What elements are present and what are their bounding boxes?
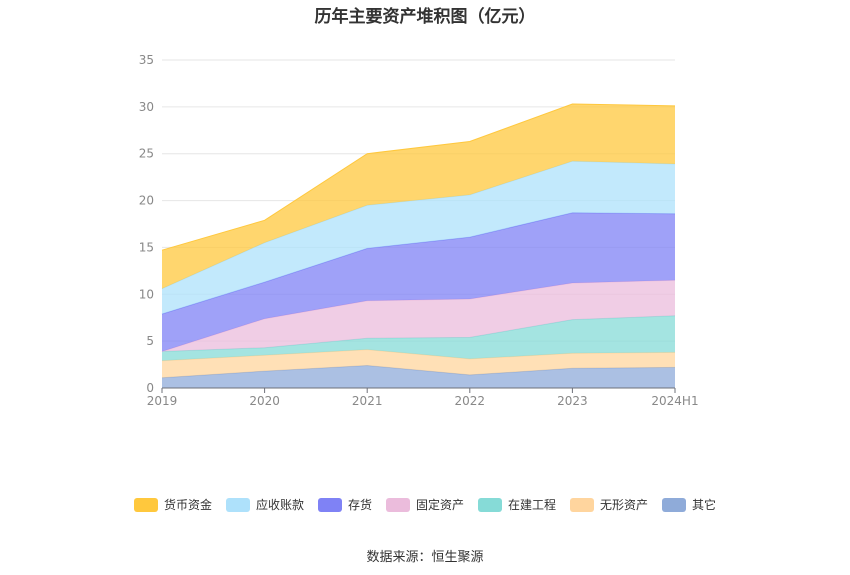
legend-item[interactable]: 应收账款 [225, 496, 304, 513]
axes: 0 5 10 15 20 25 30 35 2019 2020 2021 2022 2023 2024H1 [139, 53, 699, 408]
legend-swatch [662, 497, 687, 512]
legend-swatch [225, 497, 250, 512]
legend-item[interactable]: 货币资金 [133, 496, 212, 513]
source-note: 数据来源：恒生聚源 [366, 550, 484, 565]
x-tick-label: 2019 [147, 394, 178, 408]
legend-label: 在建工程 [508, 498, 557, 512]
y-tick-label: 30 [139, 100, 154, 114]
y-tick-label: 15 [139, 240, 154, 254]
area-series-其它[interactable] [162, 365, 675, 389]
x-tick-label: 2020 [249, 394, 280, 408]
chart-title: 历年主要资产堆积图（亿元） [314, 7, 536, 27]
legend-swatch [570, 497, 595, 512]
legend-label: 存货 [347, 498, 372, 512]
legend-label: 无形资产 [600, 498, 649, 512]
legend-item[interactable]: 其它 [662, 496, 716, 513]
legend-item[interactable]: 在建工程 [478, 496, 556, 513]
area-series-无形资产[interactable] [162, 349, 675, 378]
y-tick-label: 5 [146, 334, 154, 348]
x-tick-label: 2024H1 [651, 394, 698, 408]
legend-item[interactable]: 存货 [317, 496, 372, 513]
y-tick-label: 0 [146, 381, 154, 395]
x-tick-label: 2023 [557, 394, 588, 408]
legend-label: 货币资金 [163, 498, 212, 512]
y-tick-label: 20 [139, 194, 154, 208]
legend-swatch [317, 497, 342, 512]
legend-item[interactable]: 无形资产 [570, 496, 648, 513]
area-series-edge [161, 160, 676, 290]
y-tick-label: 35 [139, 53, 154, 67]
legend: 货币资金 应收账款 存货 固定资产 在建工程 无形资产 其它 [0, 496, 850, 513]
y-tick-label: 25 [139, 147, 154, 161]
y-tick-label: 10 [139, 287, 154, 301]
area-series-layer [161, 103, 676, 389]
x-tick-label: 2021 [352, 394, 383, 408]
legend-label: 其它 [692, 498, 717, 512]
legend-item[interactable]: 固定资产 [385, 496, 464, 513]
area-series-存货[interactable] [162, 212, 675, 352]
area-series-应收账款[interactable] [162, 161, 675, 314]
legend-label: 应收账款 [255, 498, 304, 512]
legend-label: 固定资产 [415, 498, 464, 512]
area-series-货币资金[interactable] [162, 104, 675, 289]
legend-swatch [385, 497, 410, 512]
area-series-edge [161, 364, 676, 379]
area-series-固定资产[interactable] [162, 280, 675, 352]
legend-swatch [478, 497, 502, 512]
x-tick-label: 2022 [455, 394, 486, 408]
area-series-edge [161, 103, 676, 251]
legend-swatch [133, 497, 158, 512]
